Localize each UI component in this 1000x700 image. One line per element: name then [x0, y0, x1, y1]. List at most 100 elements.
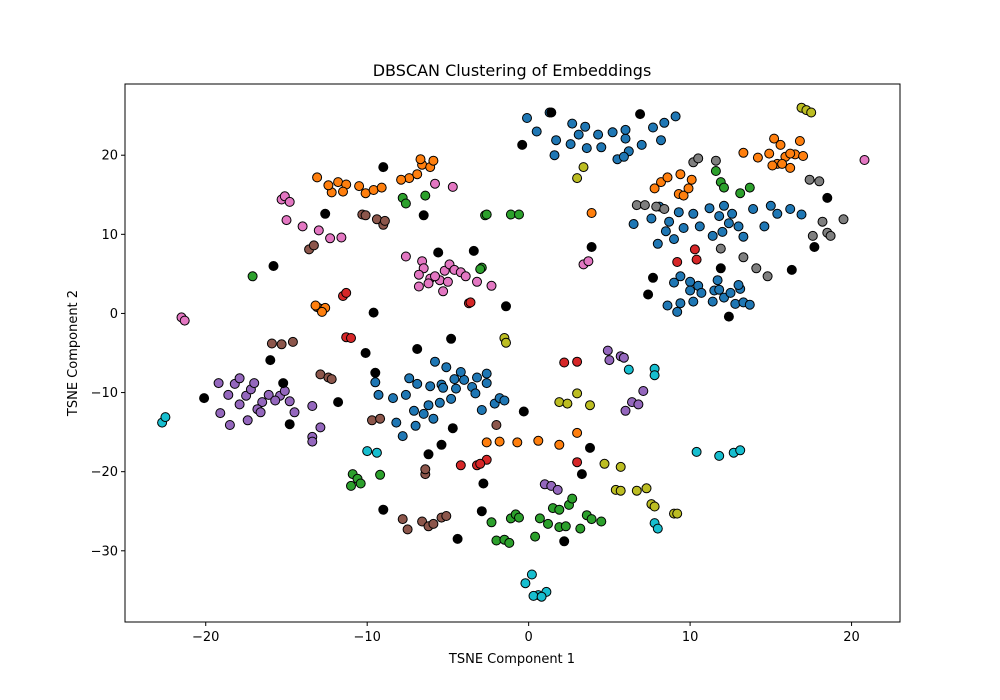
x-tick-label: 10: [682, 630, 699, 645]
data-point: [817, 216, 828, 227]
data-point: [759, 221, 770, 232]
data-point: [748, 204, 759, 214]
data-point: [160, 412, 171, 423]
data-point: [368, 185, 379, 195]
y-tick-label: −30: [91, 544, 118, 559]
data-point: [475, 264, 486, 275]
data-point: [641, 483, 652, 494]
data-point: [284, 196, 295, 207]
data-point: [526, 569, 537, 580]
data-point: [530, 531, 541, 542]
data-point: [560, 521, 571, 532]
data-point: [683, 183, 694, 194]
data-point: [441, 362, 452, 373]
data-point: [554, 439, 565, 450]
plot-area-frame: [124, 83, 901, 623]
data-point: [501, 301, 511, 312]
data-point: [675, 271, 686, 282]
data-point: [388, 393, 398, 404]
data-point: [234, 399, 245, 410]
data-point: [733, 221, 744, 232]
data-point: [451, 383, 461, 394]
data-point: [581, 143, 592, 154]
data-point: [481, 209, 492, 220]
data-point: [559, 536, 570, 547]
data-point: [312, 172, 323, 183]
data-point: [785, 204, 796, 214]
data-point: [714, 284, 725, 295]
data-point: [472, 276, 482, 287]
x-tick-label: 20: [843, 630, 860, 645]
data-point: [777, 158, 788, 169]
data-point: [576, 469, 587, 480]
data-point: [266, 338, 277, 349]
chart-title: DBSCAN Clustering of Embeddings: [373, 61, 652, 80]
data-point: [552, 484, 563, 495]
data-point: [685, 276, 696, 287]
data-point: [649, 501, 660, 512]
data-point: [423, 400, 434, 411]
cluster-series-2: [247, 166, 755, 548]
data-point: [481, 368, 492, 379]
data-point: [567, 118, 578, 129]
data-point: [586, 208, 597, 218]
data-point: [675, 169, 686, 180]
data-point: [785, 162, 796, 173]
data-point: [714, 450, 725, 461]
data-point: [822, 192, 833, 203]
data-point: [599, 458, 610, 469]
data-point: [707, 230, 718, 241]
data-point: [378, 504, 389, 515]
data-point: [714, 211, 725, 222]
data-point: [428, 155, 439, 166]
data-point: [410, 420, 421, 431]
data-point: [633, 399, 644, 410]
data-point: [533, 435, 544, 446]
data-point: [481, 378, 492, 389]
data-point: [675, 298, 686, 309]
data-point: [423, 449, 434, 460]
data-point: [418, 210, 429, 221]
data-point: [418, 408, 429, 419]
data-point: [752, 152, 763, 163]
data-point: [572, 388, 583, 399]
data-point: [723, 218, 734, 229]
data-point: [447, 181, 458, 192]
data-point: [478, 478, 489, 489]
x-tick-label: −20: [192, 630, 219, 645]
data-point: [514, 512, 524, 523]
data-point: [375, 469, 386, 480]
data-point: [287, 336, 298, 347]
data-point: [455, 460, 466, 471]
data-point: [441, 511, 452, 521]
data-point: [315, 422, 326, 433]
data-point: [455, 367, 466, 377]
data-point: [643, 289, 654, 300]
data-point: [806, 107, 817, 118]
data-point: [607, 127, 618, 138]
data-point: [636, 139, 647, 150]
data-point: [486, 517, 497, 528]
data-point: [514, 209, 524, 220]
data-point: [715, 263, 726, 274]
data-point: [725, 287, 736, 298]
data-point: [278, 378, 289, 389]
data-point: [420, 190, 431, 201]
y-tick-label: 10: [101, 228, 118, 243]
y-axis-label: TSNE Component 2: [66, 290, 81, 417]
data-point: [551, 135, 562, 146]
data-points: [157, 102, 870, 602]
data-point: [346, 480, 356, 491]
data-point: [475, 458, 486, 469]
data-point: [257, 397, 268, 408]
data-point: [615, 485, 626, 496]
x-tick-label: −10: [353, 630, 380, 645]
data-point: [572, 173, 583, 184]
data-point: [639, 200, 650, 211]
data-point: [838, 214, 849, 225]
data-point: [631, 485, 642, 496]
data-point: [767, 160, 778, 171]
y-tick-label: −20: [91, 465, 118, 480]
data-point: [402, 524, 413, 535]
data-point: [354, 181, 365, 192]
